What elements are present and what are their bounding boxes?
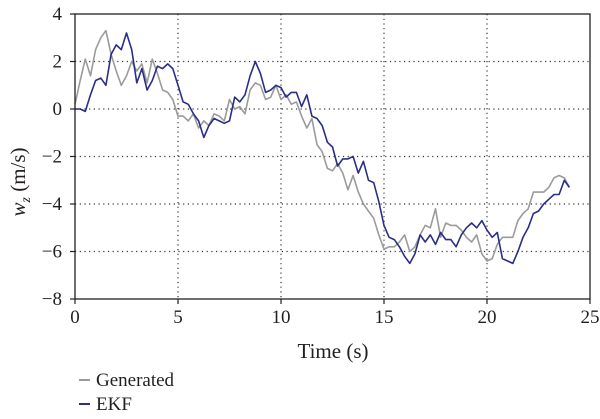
y-tick-label: −6 — [42, 242, 62, 263]
legend-label-generated: Generated — [96, 370, 175, 391]
x-tick-label: 25 — [581, 307, 600, 328]
x-tick-label: 0 — [70, 307, 80, 328]
y-tick-label: −8 — [42, 289, 62, 310]
y-tick-label: 2 — [53, 52, 63, 73]
series-line-generated — [74, 29, 571, 262]
grid — [75, 14, 590, 299]
x-tick-label: 20 — [478, 307, 497, 328]
series-group — [74, 29, 571, 265]
y-tick-label: 4 — [53, 4, 63, 25]
tick-labels: 0 5 10 15 20 25 −8 −6 −4 −2 0 2 4 — [42, 4, 600, 328]
y-axis-subscript: z — [19, 197, 34, 204]
y-tick-label: −4 — [42, 194, 63, 215]
series-line-ekf — [75, 32, 571, 265]
legend: Generated EKF — [79, 370, 175, 415]
x-tick-label: 10 — [272, 307, 291, 328]
y-tick-label: −2 — [42, 147, 62, 168]
y-tick-label: 0 — [53, 99, 63, 120]
x-tick-label: 15 — [375, 307, 394, 328]
legend-label-ekf: EKF — [96, 394, 132, 415]
x-axis-label: Time (s) — [298, 339, 369, 363]
y-axis-label: wz (m/s) — [6, 147, 34, 216]
x-tick-label: 5 — [173, 307, 183, 328]
y-axis-symbol: w — [6, 203, 30, 217]
y-axis-unit: (m/s) — [6, 147, 30, 197]
